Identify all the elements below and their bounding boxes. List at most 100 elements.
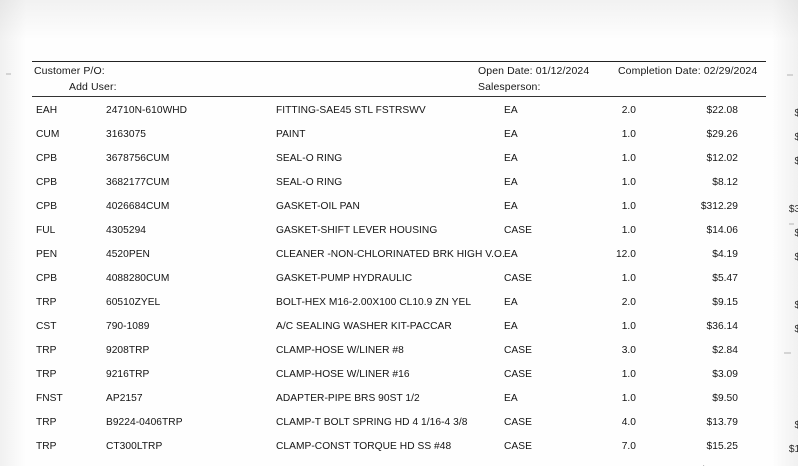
cell-unit-price: $4.19 (712, 248, 738, 260)
table-row[interactable]: TRP CT300LTRP CLAMP-CONST TORQUE HD SS #48… (32, 434, 798, 458)
table-row[interactable]: CUM 3163075 PAINT EA 1.0 $29.26 $29.26 (32, 122, 798, 146)
cell-extended-price: $5.47 (738, 269, 798, 293)
cell-description: FITTING-SAE45 STL FSTRSWV (276, 104, 426, 116)
cell-uom: CASE (504, 224, 532, 236)
table-row[interactable]: EAH 24710N-610WHD FITTING-SAE45 STL FSTRSW… (32, 98, 798, 122)
cell-part-number: 4026684CUM (106, 200, 170, 212)
customer-po-label: Customer P/O: (34, 65, 105, 77)
table-row[interactable]: FNST AP2157 ADAPTER-PIPE BRS 90ST 1/2 EA 1.0… (32, 386, 798, 410)
cell-uom: EA (504, 128, 518, 140)
cell-quantity: 3.0 (621, 344, 636, 356)
add-user-label: Add User: (69, 81, 117, 93)
cell-vendor: FNST (36, 392, 63, 404)
cell-unit-price: $5.47 (712, 272, 738, 284)
cell-part-number: D13-1001-1 (106, 458, 276, 466)
cell-description: PAINT (276, 128, 306, 140)
cell-vendor: TRP (36, 416, 57, 428)
cell-vendor: PEN (36, 248, 58, 260)
cell-vendor: CPB (36, 272, 58, 284)
cell-part-number: CT300LTRP (106, 440, 163, 452)
cell-vendor: EAH (36, 104, 58, 116)
open-date-label: Open Date: 01/12/2024 (478, 65, 590, 77)
cell-extended-price: $3.09 (738, 365, 798, 389)
cell-extended-price: $50.28 (794, 251, 798, 263)
table-row[interactable]: TRP 9208TRP CLAMP-HOSE W/LINER #8 CASE 3.0 $2… (32, 338, 798, 362)
cell-vendor: PTB (32, 458, 106, 466)
cell-description: SEAL-O RING (276, 152, 343, 164)
cell-part-number: 24710N-610WHD (106, 104, 188, 116)
cell-uom: CASE (504, 272, 532, 284)
cell-uom: EA (504, 458, 564, 466)
cell-unit-price: $157.92 (654, 458, 738, 466)
salesperson-label: Salesperson: (478, 81, 541, 93)
cell-unit-price: $2.84 (712, 344, 738, 356)
cell-uom: EA (504, 176, 518, 188)
cell-unit-price: $15.25 (706, 440, 738, 452)
cell-quantity: 1.0 (621, 272, 636, 284)
cell-quantity: 1.0 (621, 200, 636, 212)
cell-part-number: 4520PEN (106, 248, 150, 260)
cell-extended-price: $157.92 (738, 461, 798, 466)
table-row[interactable]: TRP B9224-0406TRP CLAMP-T BOLT SPRING HD 4… (32, 410, 798, 434)
cell-unit-price: $13.79 (706, 416, 738, 428)
table-row[interactable]: TRP 60510ZYEL BOLT-HEX M16-2.00X100 CL10.9… (32, 290, 798, 314)
cell-part-number: 790-1089 (106, 320, 150, 332)
cell-extended-price: $29.26 (794, 131, 798, 143)
table-row[interactable]: CPB 4026684CUM GASKET-OIL PAN EA 1.0 $312.29 $… (32, 194, 798, 218)
cell-vendor: TRP (36, 296, 57, 308)
cell-description: CLEANER -NON-CHLORINATED BRK HIGH V.O.C. (276, 248, 504, 260)
cell-description: BOLT-HEX M16-2.00X100 CL10.9 ZN YEL (276, 296, 472, 308)
cell-extended-price: $44.16 (794, 107, 798, 119)
header-top-rule (32, 61, 766, 62)
cell-extended-price: $18.30 (794, 299, 798, 311)
cell-description: BUSHING-ENGINE REAR PURPLE (276, 458, 504, 466)
table-row[interactable]: CST 790-1089 A/C SEALING WASHER KIT-PACCAR… (32, 314, 798, 338)
scan-speckle (784, 352, 791, 354)
cell-extended-price: $9.50 (738, 389, 798, 413)
header-row-secondary: Add User: Salesperson: (32, 79, 766, 96)
scan-speckle (787, 74, 793, 76)
cell-extended-price: $12.02 (794, 155, 798, 167)
cell-part-number: 3163075 (106, 128, 147, 140)
cell-quantity: 1.0 (564, 458, 654, 466)
cell-vendor: FUL (36, 224, 56, 236)
cell-part-number: 4088280CUM (106, 272, 170, 284)
cell-vendor: TRP (36, 368, 57, 380)
cell-description: CLAMP-CONST TORQUE HD SS #48 (276, 440, 452, 452)
cell-description: GASKET-OIL PAN (276, 200, 360, 212)
document-header: Customer P/O: Open Date: 01/12/2024 Comp… (32, 61, 766, 97)
cell-description: SEAL-O RING (276, 176, 343, 188)
line-items-body: EAH 24710N-610WHD FITTING-SAE45 STL FSTRSW… (32, 98, 798, 466)
table-row[interactable]: CPB 3682177CUM SEAL-O RING EA 1.0 $8.12$8.12 (32, 170, 798, 194)
completion-date-label: Completion Date: 02/29/2024 (618, 65, 758, 77)
table-row[interactable]: PEN 4520PEN CLEANER -NON-CHLORINATED BRK H… (32, 242, 798, 266)
cell-unit-price: $312.29 (700, 200, 738, 212)
cell-uom: EA (504, 152, 518, 164)
cell-part-number: 9216TRP (106, 368, 150, 380)
cell-vendor: CPB (36, 176, 58, 188)
cell-uom: CASE (504, 416, 532, 428)
table-row[interactable]: PTBD13-1001-1BUSHING-ENGINE REAR PURPLEE… (32, 458, 798, 466)
cell-uom: EA (504, 320, 518, 332)
cell-part-number: 3678756CUM (106, 152, 170, 164)
cell-quantity: 1.0 (621, 368, 636, 380)
cell-uom: EA (504, 392, 518, 404)
cell-part-number: AP2157 (106, 392, 143, 404)
table-row[interactable]: CPB 4088280CUM GASKET-PUMP HYDRAULIC CASE 1.… (32, 266, 798, 290)
cell-unit-price: $9.15 (712, 296, 738, 308)
table-row[interactable]: TRP 9216TRP CLAMP-HOSE W/LINER #16 CASE 1.0 $… (32, 362, 798, 386)
cell-quantity: 12.0 (615, 248, 636, 260)
header-bottom-rule (32, 96, 766, 97)
cell-part-number: B9224-0406TRP (106, 416, 183, 428)
cell-description: CLAMP-HOSE W/LINER #16 (276, 368, 410, 380)
table-row[interactable]: FUL 4305294 GASKET-SHIFT LEVER HOUSING CASE… (32, 218, 798, 242)
scan-speckle (789, 223, 794, 225)
header-row-primary: Customer P/O: Open Date: 01/12/2024 Comp… (32, 62, 766, 79)
cell-unit-price: $36.14 (706, 320, 738, 332)
cell-extended-price: $8.12 (738, 173, 798, 197)
cell-description: CLAMP-T BOLT SPRING HD 4 1/16-4 3/8 (276, 416, 468, 428)
table-row[interactable]: CPB 3678756CUM SEAL-O RING EA 1.0 $12.02 $12.0… (32, 146, 798, 170)
cell-quantity: 7.0 (621, 440, 636, 452)
cell-vendor: CUM (36, 128, 60, 140)
